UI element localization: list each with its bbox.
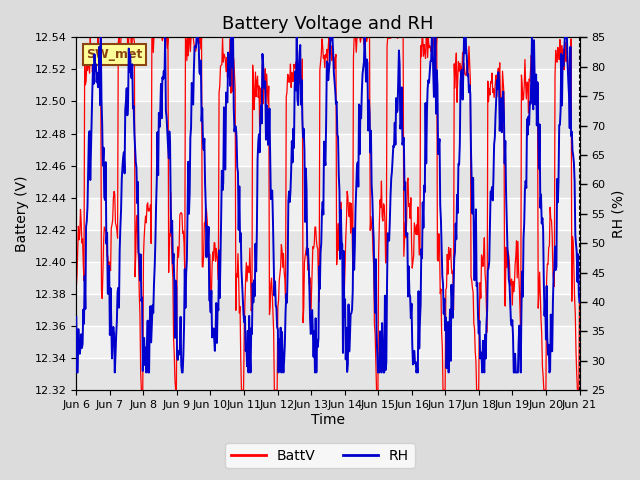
Bar	[76, 358, 579, 390]
Bar	[76, 230, 579, 262]
Bar	[76, 37, 579, 70]
Title: Battery Voltage and RH: Battery Voltage and RH	[222, 15, 434, 33]
X-axis label: Time: Time	[311, 413, 345, 427]
Bar	[76, 294, 579, 326]
Legend: BattV, RH: BattV, RH	[225, 443, 415, 468]
Y-axis label: Battery (V): Battery (V)	[15, 176, 29, 252]
Bar	[76, 101, 579, 133]
Bar	[76, 166, 579, 198]
Text: SW_met: SW_met	[86, 48, 143, 61]
Y-axis label: RH (%): RH (%)	[611, 190, 625, 238]
